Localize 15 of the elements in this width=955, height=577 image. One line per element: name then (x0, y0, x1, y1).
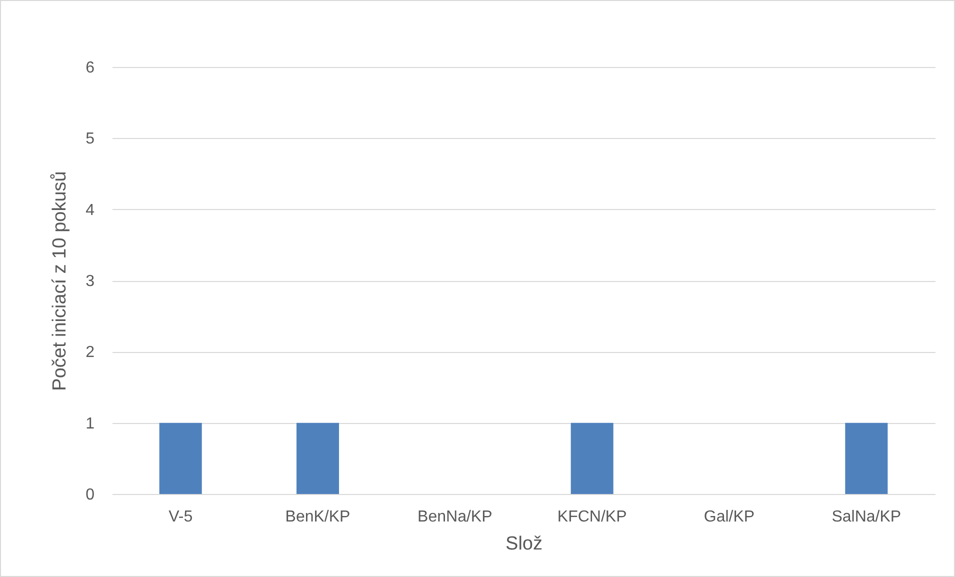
x-tick-label: KFCN/KP (557, 508, 627, 526)
x-axis-title: Slož (506, 534, 542, 554)
x-tick-label: V-5 (168, 508, 193, 526)
x-tick-label: SalNa/KP (832, 508, 902, 526)
y-tick-label: 3 (86, 273, 95, 290)
y-axis-title: Počet iniciací z 10 pokusů (50, 171, 71, 391)
y-tick-label: 2 (86, 344, 95, 362)
x-tick-label: BenNa/KP (418, 508, 492, 526)
y-tick-label: 1 (86, 415, 95, 432)
y-tick-label: 4 (86, 202, 95, 219)
y-tick-label: 5 (86, 130, 95, 148)
y-tick-label: 0 (86, 486, 95, 504)
y-tick-label: 6 (86, 60, 95, 76)
x-tick-label: Gal/KP (704, 508, 755, 526)
x-tick-label: BenK/KP (285, 508, 350, 526)
